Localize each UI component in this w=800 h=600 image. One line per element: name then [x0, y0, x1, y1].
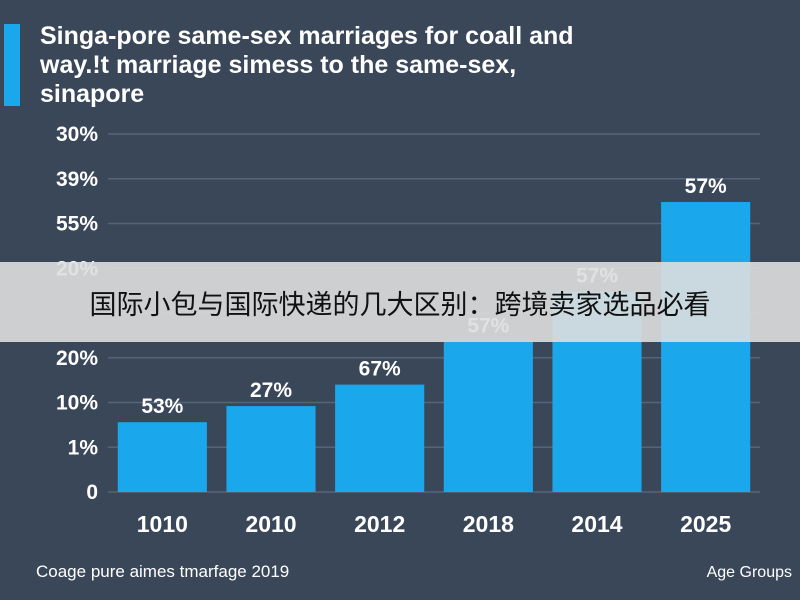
y-tick-label: 55%: [56, 213, 98, 236]
data-label: 57%: [685, 175, 727, 198]
x-tick-label: 1010: [137, 511, 188, 537]
data-label: 27%: [250, 379, 292, 402]
y-tick-label: 1%: [68, 436, 99, 459]
x-tick-label: 2014: [571, 511, 622, 537]
y-tick-label: 30%: [56, 123, 98, 146]
chart-title: Singa-pore same-sex marriages for coall …: [40, 22, 780, 109]
x-tick-label: 2025: [680, 511, 731, 537]
x-axis-ticks: 1010 2010 2012 2018 2014 2025: [137, 511, 732, 537]
y-tick-label: 10%: [56, 392, 98, 415]
bar: [117, 422, 207, 492]
overlay-banner-text: 国际小包与国际快递的几大区别：跨境卖家选品必看: [89, 289, 711, 321]
title-accent-bar: [4, 24, 20, 106]
credit-note: Age Groups: [706, 564, 792, 581]
y-tick-label: 39%: [56, 168, 98, 191]
x-tick-label: 2012: [354, 511, 405, 537]
bar: [443, 341, 533, 492]
source-note: Coage pure aimes tmarfage 2019: [36, 562, 290, 581]
x-tick-label: 2018: [463, 511, 514, 537]
overlay-banner: 国际小包与国际快递的几大区别：跨境卖家选品必看: [0, 262, 800, 342]
chart-title-line-1: Singa-pore same-sex marriages for coall …: [40, 22, 574, 50]
data-label: 67%: [359, 358, 401, 381]
chart-title-line-3: sinapore: [40, 80, 145, 108]
data-label: 53%: [141, 395, 183, 418]
x-tick-label: 2010: [245, 511, 296, 537]
bar: [335, 384, 425, 492]
bar: [661, 202, 751, 492]
y-tick-label: 0: [86, 481, 98, 504]
bar: [226, 406, 316, 492]
bars: [117, 202, 751, 492]
chart-title-line-2: way.!t marriage simess to the same-sex,: [40, 51, 517, 79]
y-tick-label: 20%: [56, 347, 98, 370]
